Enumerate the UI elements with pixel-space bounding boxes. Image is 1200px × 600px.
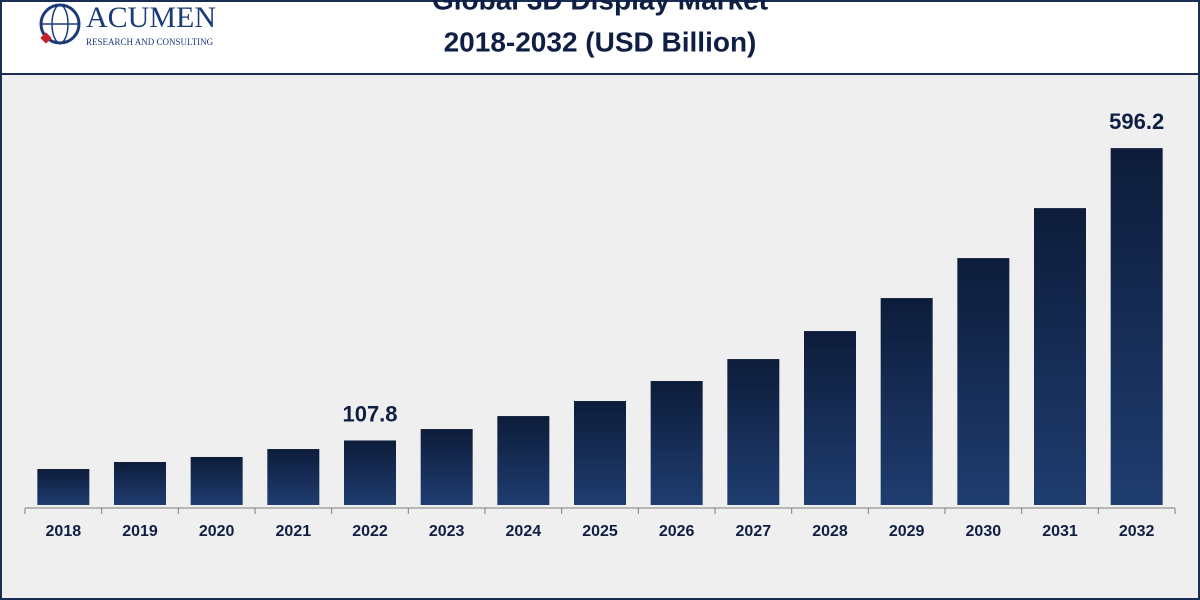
value-label: 596.2 <box>1109 109 1164 134</box>
x-tick-label: 2018 <box>46 523 82 540</box>
x-tick-label: 2032 <box>1119 523 1155 540</box>
logo-diamond <box>40 32 52 44</box>
chart-title: Global 3D Display Market <box>432 0 768 15</box>
bar <box>267 449 320 505</box>
x-tick-label: 2019 <box>122 523 158 540</box>
bar <box>420 429 473 505</box>
logo-tagline: RESEARCH AND CONSULTING <box>86 37 214 47</box>
bar <box>114 462 166 505</box>
x-tick-label: 2020 <box>199 523 235 540</box>
bar <box>727 359 780 505</box>
bar <box>804 331 856 505</box>
bar <box>957 258 1010 505</box>
bar <box>344 440 396 505</box>
bar <box>190 456 243 505</box>
x-tick-label: 2025 <box>582 523 618 540</box>
x-tick-label: 2026 <box>659 523 695 540</box>
bar <box>574 401 626 505</box>
bar <box>37 469 90 505</box>
x-tick-label: 2030 <box>966 523 1002 540</box>
chart-subtitle: 2018-2032 (USD Billion) <box>444 26 757 57</box>
logo: ACUMEN RESEARCH AND CONSULTING <box>39 1 216 47</box>
bar <box>1110 148 1163 505</box>
value-label: 107.8 <box>342 401 397 426</box>
bar <box>1034 208 1086 506</box>
header <box>0 0 1200 74</box>
x-tick-label: 2031 <box>1042 523 1078 540</box>
x-tick-label: 2022 <box>352 523 388 540</box>
x-tick-label: 2021 <box>276 523 312 540</box>
bar <box>880 298 933 505</box>
x-tick-label: 2023 <box>429 523 465 540</box>
bar <box>650 381 703 505</box>
x-tick-label: 2027 <box>736 523 772 540</box>
bar <box>497 416 550 505</box>
x-tick-label: 2024 <box>506 523 542 540</box>
logo-name: ACUMEN <box>86 1 216 34</box>
x-tick-label: 2028 <box>812 523 848 540</box>
x-tick-label: 2029 <box>889 523 925 540</box>
